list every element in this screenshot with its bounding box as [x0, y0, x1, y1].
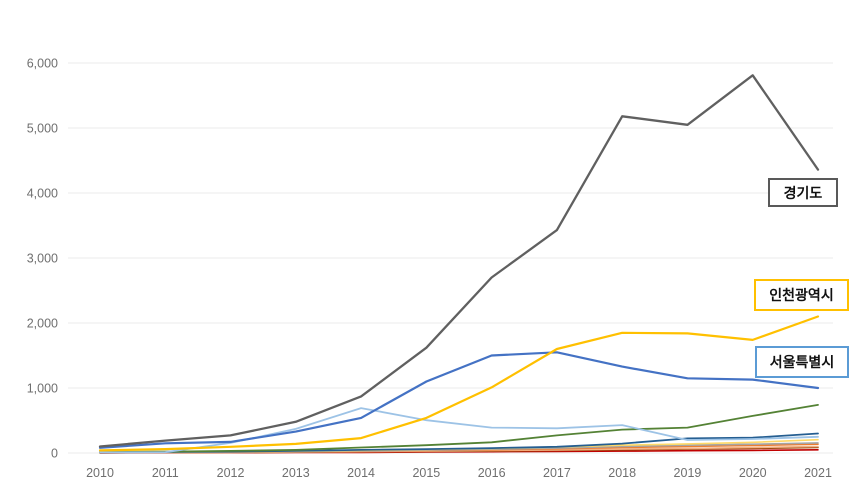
- x-axis-tick-label: 2011: [152, 466, 179, 480]
- series-label-incheon: 인천광역시: [754, 279, 849, 311]
- series-line-gyeonggi: [98, 74, 820, 448]
- series-label-gyeonggi-text: 경기도: [783, 184, 823, 201]
- series-line-minor-dark-green: [99, 403, 819, 453]
- x-axis-tick-label: 2019: [674, 466, 702, 480]
- series-label-incheon-text: 인천광역시: [769, 287, 834, 303]
- series-label-seoul-text: 서울특별시: [769, 354, 835, 370]
- x-axis-tick-label: 2013: [282, 466, 310, 480]
- x-axis-tick-label: 2016: [478, 466, 506, 480]
- x-axis-tick-label: 2010: [86, 466, 114, 480]
- y-axis-tick-label: 4,000: [27, 187, 58, 201]
- y-axis-tick-label: 3,000: [27, 252, 58, 266]
- y-axis-tick-label: 1,000: [27, 382, 58, 396]
- y-axis-tick-label: 5,000: [27, 122, 58, 136]
- series-label-seoul: 서울특별시: [755, 346, 849, 378]
- x-axis-tick-label: 2015: [412, 466, 440, 480]
- series-label-gyeonggi: 경기도: [768, 178, 838, 207]
- x-axis-tick-label: 2017: [543, 466, 571, 480]
- x-axis-tick-label: 2021: [804, 466, 832, 480]
- y-axis-tick-label: 0: [51, 447, 58, 461]
- y-axis-tick-label: 2,000: [27, 317, 58, 331]
- series-line-incheon: [98, 315, 820, 452]
- x-axis-tick-label: 2018: [608, 466, 636, 480]
- y-axis-tick-label: 6,000: [27, 57, 58, 71]
- x-axis-tick-label: 2020: [739, 466, 767, 480]
- x-axis-tick-label: 2014: [347, 466, 375, 480]
- series-line-seoul: [98, 351, 820, 449]
- series-line-minor-light-blue: [99, 407, 819, 454]
- x-axis-tick-label: 2012: [217, 466, 245, 480]
